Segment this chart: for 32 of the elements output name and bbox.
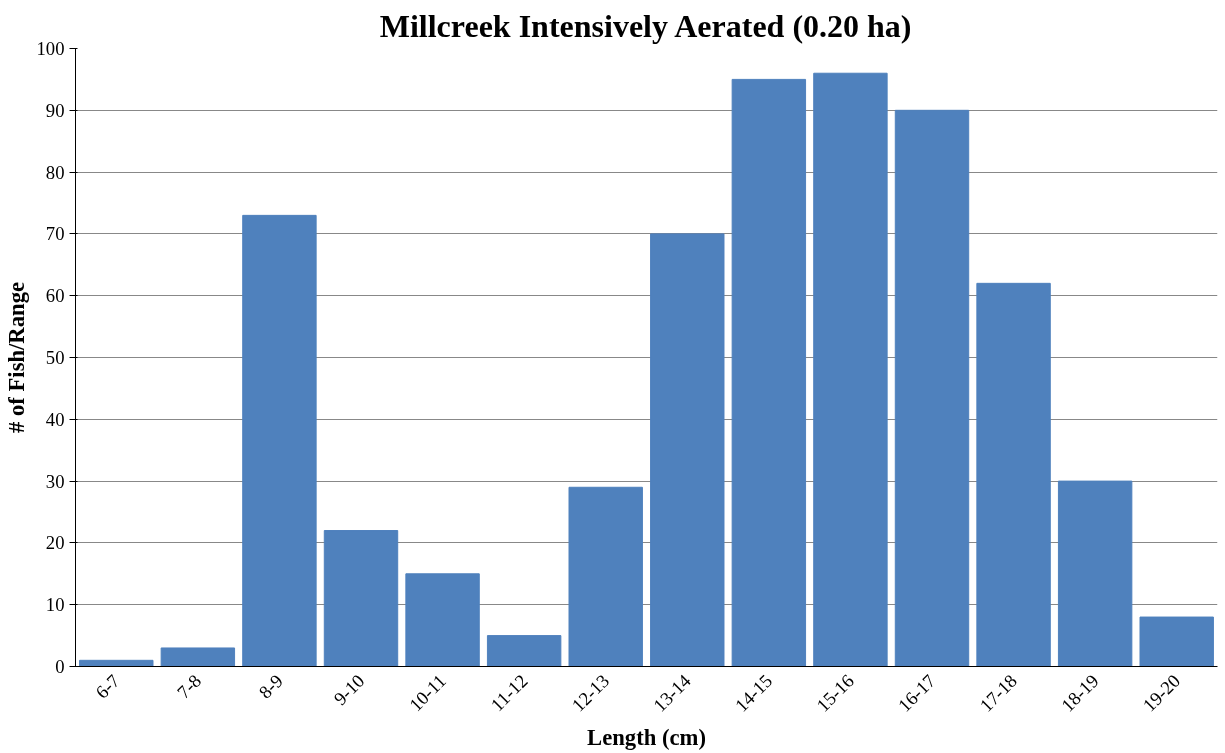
- y-tick-label: 10: [45, 594, 65, 616]
- bar: [242, 214, 317, 667]
- y-tick-label: 30: [45, 470, 65, 492]
- bar: [568, 486, 643, 667]
- y-axis-title: # of Fish/Range: [3, 281, 29, 434]
- y-tick-label: 60: [45, 285, 65, 307]
- x-axis-title: Length (cm): [587, 725, 706, 751]
- y-tick-label: 70: [45, 223, 65, 245]
- x-tick-label: 9-10: [329, 670, 369, 710]
- y-tick-label: 40: [45, 408, 65, 430]
- y-tick-label: 80: [45, 161, 65, 183]
- y-tick-label: 0: [55, 656, 65, 677]
- bar: [650, 233, 725, 667]
- x-tick-label: 7-8: [172, 670, 206, 703]
- y-tick-label: 50: [45, 347, 65, 368]
- x-tick-label: 8-9: [254, 670, 287, 703]
- y-tick-label: 90: [45, 99, 65, 121]
- bar: [894, 109, 970, 667]
- y-tick-label: 20: [45, 532, 65, 554]
- bar: [1139, 616, 1214, 667]
- bar: [1057, 480, 1133, 667]
- chart-title: Millcreek Intensively Aerated (0.20 ha): [379, 7, 912, 44]
- bar: [405, 573, 480, 667]
- bar: [813, 72, 888, 667]
- bar: [160, 647, 236, 667]
- bar: [731, 78, 807, 667]
- bar: [79, 659, 154, 667]
- bar: [976, 282, 1051, 667]
- x-tick-label: 6-7: [91, 670, 124, 703]
- y-tick-label: 100: [36, 38, 65, 59]
- bar: [486, 635, 562, 667]
- bar: [323, 530, 399, 667]
